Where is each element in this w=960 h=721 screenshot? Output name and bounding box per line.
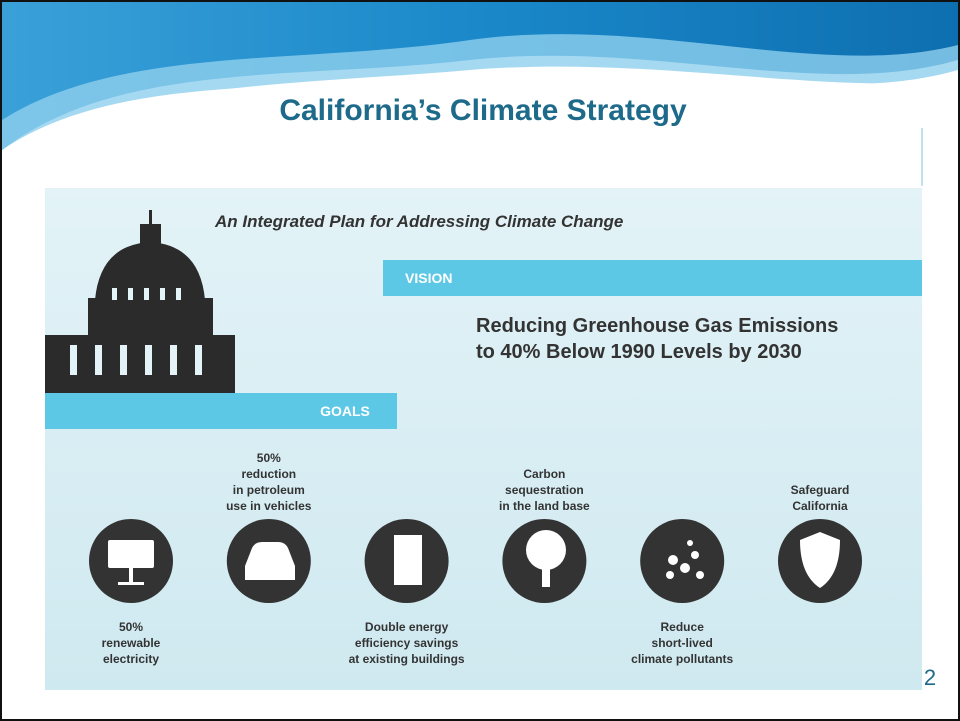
- goal-label: Reduce: [661, 620, 705, 634]
- vision-text: Reducing Greenhouse Gas Emissions: [476, 315, 838, 337]
- goal-label: efficiency savings: [355, 636, 459, 650]
- goal-label: short-lived: [652, 636, 713, 650]
- goal-label: Safeguard: [791, 483, 850, 497]
- slide-title: California’s Climate Strategy: [279, 94, 687, 127]
- goal-label: Double energy: [365, 620, 449, 634]
- slide: California’s Climate Strategy An Integra…: [0, 0, 960, 721]
- goals-label: GOALS: [320, 403, 370, 419]
- goal-circle: [640, 519, 724, 603]
- goal-label: California: [792, 499, 848, 513]
- goal-label: electricity: [103, 652, 159, 666]
- goal-label: in the land base: [499, 499, 590, 513]
- goal-label: in petroleum: [233, 483, 305, 497]
- goal-label: 50%: [119, 620, 143, 634]
- goal-label: sequestration: [505, 483, 584, 497]
- goal-label: climate pollutants: [631, 652, 733, 666]
- vision-text: to 40% Below 1990 Levels by 2030: [476, 341, 802, 363]
- vision-bar: [383, 260, 922, 296]
- goal-label: use in vehicles: [226, 499, 312, 513]
- page-number: 2: [924, 665, 936, 690]
- infographic-subtitle: An Integrated Plan for Addressing Climat…: [214, 212, 623, 231]
- building-icon: [394, 535, 422, 585]
- goal-label: Carbon: [523, 467, 565, 481]
- goal-label: at existing buildings: [349, 652, 465, 666]
- goal-label: renewable: [102, 636, 161, 650]
- vision-label: VISION: [405, 270, 452, 286]
- car-icon: [245, 542, 295, 580]
- goal-label: reduction: [241, 467, 296, 481]
- goal-label: 50%: [257, 451, 281, 465]
